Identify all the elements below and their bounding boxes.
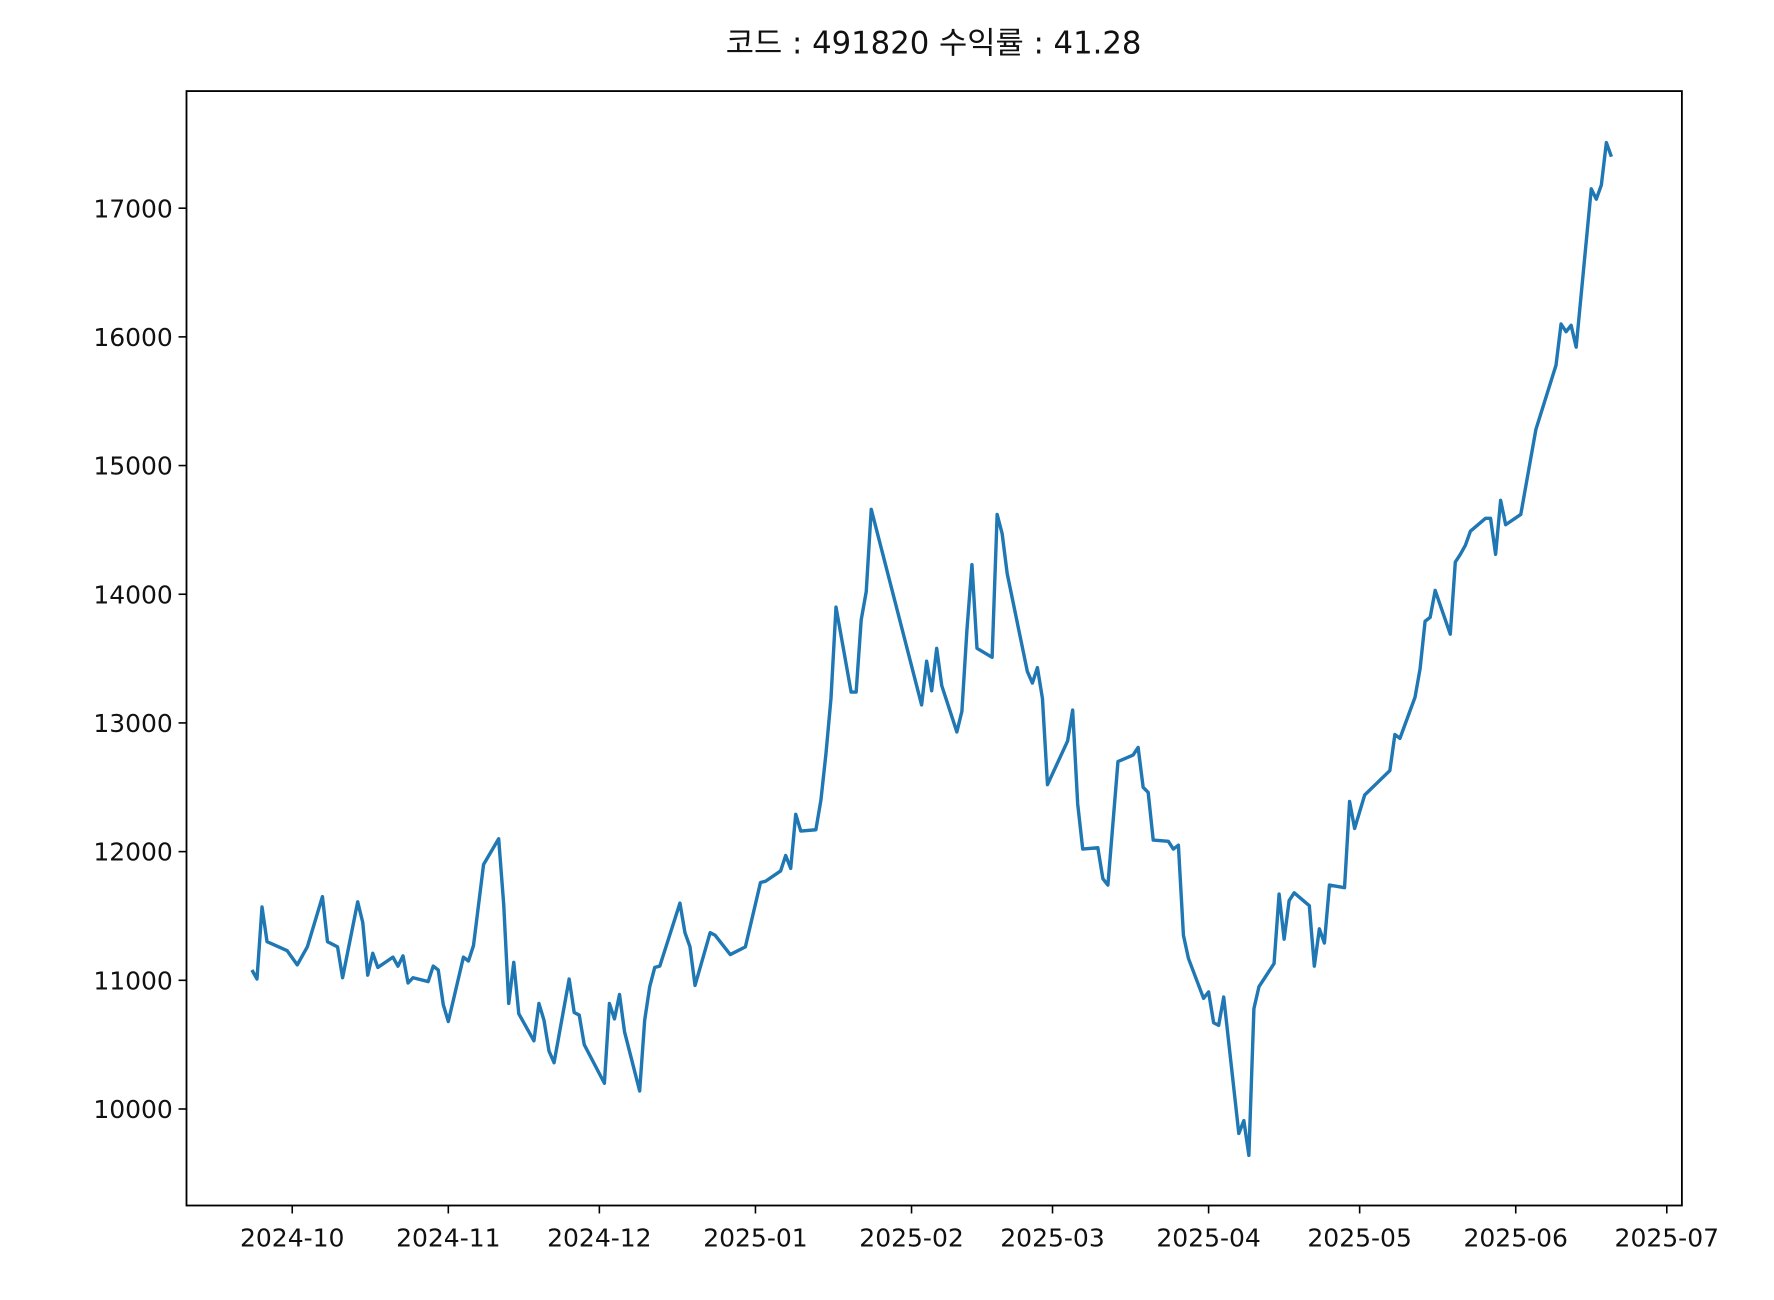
- x-tick-label: 2025-02: [859, 1223, 963, 1252]
- price-line: [250, 140, 1614, 1158]
- y-tick-label: 10000: [93, 1095, 173, 1124]
- y-tick-label: 12000: [93, 838, 173, 867]
- x-tick-label: 2025-07: [1615, 1223, 1719, 1252]
- chart-title: 코드 : 491820 수익률 : 41.28: [726, 27, 1142, 62]
- y-tick-label: 16000: [93, 323, 173, 352]
- x-tick-label: 2025-01: [703, 1223, 807, 1252]
- y-tick-label: 11000: [93, 966, 173, 995]
- x-tick-label: 2024-11: [396, 1223, 500, 1252]
- plot-frame: [185, 90, 1683, 1207]
- y-tick-label: 14000: [93, 580, 173, 609]
- x-tick-label: 2024-12: [547, 1223, 651, 1252]
- y-tick-label: 15000: [93, 452, 173, 481]
- x-tick-label: 2025-04: [1156, 1223, 1260, 1252]
- y-tick-label: 13000: [93, 709, 173, 738]
- x-tick-label: 2025-03: [1000, 1223, 1104, 1252]
- y-tick-label: 17000: [93, 194, 173, 223]
- x-tick-label: 2025-06: [1463, 1223, 1567, 1252]
- x-tick-label: 2025-05: [1307, 1223, 1411, 1252]
- x-tick-label: 2024-10: [240, 1223, 344, 1252]
